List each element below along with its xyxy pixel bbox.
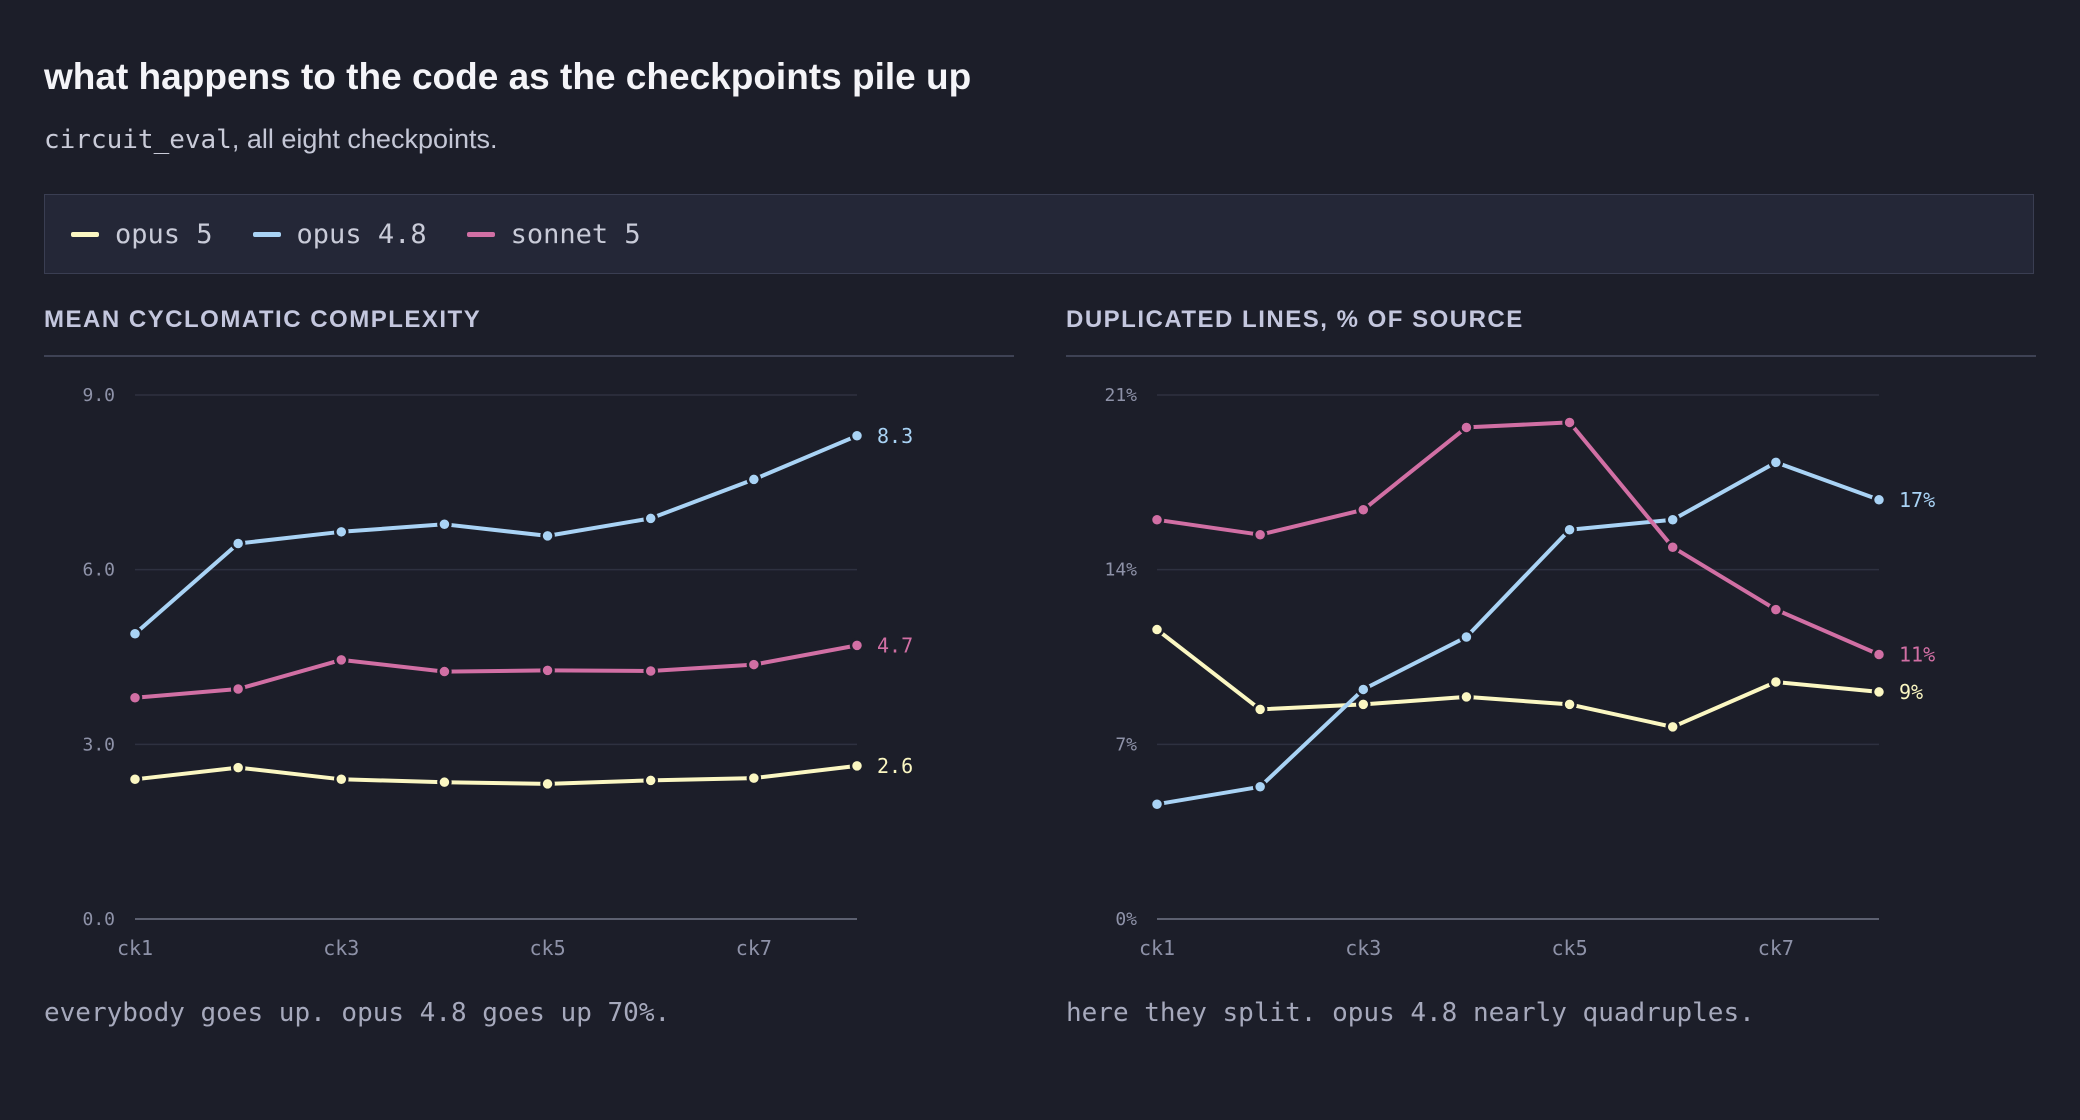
data-point-opus-4-8 [540,528,555,544]
x-tick-label: ck7 [1758,936,1794,960]
y-tick-label: 0.0 [82,909,115,930]
end-label-opus-5: 9% [1899,680,1923,704]
data-point-opus-4-8 [127,626,143,641]
legend-item-sonnet-5: sonnet 5 [466,218,641,250]
legend-label: opus 4.8 [296,218,427,250]
data-point-opus-4-8 [1149,796,1165,812]
data-point-sonnet-5 [437,664,452,679]
series-line-opus-4-8 [1155,460,1881,807]
x-tick-label: ck1 [1139,936,1175,960]
data-point-sonnet-5 [1149,512,1165,528]
series-line-sonnet-5 [133,643,859,700]
page-title: what happens to the code as the checkpoi… [44,56,972,97]
legend-item-opus-4-8: opus 4.8 [252,218,427,250]
series-line-opus-4-8 [133,433,859,636]
x-tick-label: ck3 [1345,936,1381,960]
data-point-opus-4-8 [334,524,349,540]
data-point-sonnet-5 [1562,415,1577,430]
data-point-opus-4-8 [437,517,452,532]
legend: opus 5 opus 4.8 sonnet 5 [44,194,2034,274]
data-point-opus-5 [1252,702,1268,717]
complexity-chart: 0.0 3.0 6.0 9.0 ck1 ck3 ck5 ck7 2.6 8.3 4.7 [82,385,913,960]
data-point-opus-5 [746,770,762,786]
end-label-opus-4-8: 8.3 [877,424,913,448]
duplication-caption: here they split. opus 4.8 nearly quadrup… [1066,998,1755,1028]
subtitle-text: , all eight checkpoints. [231,124,498,154]
x-tick-label: ck1 [117,936,153,960]
data-point-opus-4-8 [1459,629,1474,645]
data-point-sonnet-5 [540,663,555,678]
data-point-opus-4-8 [1768,455,1784,470]
legend-label: sonnet 5 [510,218,641,250]
data-point-opus-5 [1871,684,1887,700]
data-point-opus-5 [334,772,349,787]
data-point-sonnet-5 [1665,539,1680,555]
data-point-opus-4-8 [849,428,865,444]
end-label-sonnet-5: 4.7 [877,633,913,657]
data-point-sonnet-5 [230,681,246,697]
end-label-sonnet-5: 11% [1899,643,1935,667]
duplication-chart-title: DUPLICATED LINES, % OF SOURCE [1066,306,1524,333]
complexity-caption: everybody goes up. opus 4.8 goes up 70%. [44,998,671,1028]
data-point-opus-4-8 [1252,779,1268,795]
legend-swatch-opus-5 [71,231,99,237]
duplication-title-rule [1066,355,2036,357]
data-point-opus-5 [1356,697,1371,712]
data-point-opus-5 [849,758,865,774]
data-point-opus-5 [1768,674,1784,690]
complexity-chart-title: MEAN CYCLOMATIC COMPLEXITY [44,306,482,333]
y-tick-label: 3.0 [82,734,115,755]
data-point-opus-5 [230,760,246,775]
x-tick-label: ck5 [530,936,566,960]
page-subtitle: circuit_eval, all eight checkpoints. [44,124,498,155]
data-point-opus-4-8 [1562,522,1577,537]
data-point-opus-5 [127,772,143,787]
data-point-opus-4-8 [1871,492,1887,508]
data-point-sonnet-5 [334,652,349,668]
legend-label: opus 5 [115,218,213,250]
legend-item-opus-5: opus 5 [71,219,213,250]
data-point-opus-4-8 [643,511,658,526]
data-point-sonnet-5 [1252,527,1268,542]
data-point-opus-4-8 [746,472,762,487]
data-point-opus-5 [437,774,452,790]
duplication-chart: 0% 7% 14% 21% ck1 ck3 ck5 ck7 9% 17% 11% [1104,385,1935,960]
subtitle-code: circuit_eval [44,125,232,155]
y-tick-label: 21% [1104,385,1137,406]
data-point-sonnet-5 [1768,602,1784,617]
end-label-opus-5: 2.6 [877,754,913,778]
data-point-sonnet-5 [1871,647,1887,662]
data-point-sonnet-5 [746,657,762,672]
y-tick-label: 14% [1104,560,1137,581]
legend-swatch-sonnet-5 [466,231,495,237]
y-tick-label: 0% [1115,909,1137,930]
data-point-sonnet-5 [643,663,658,679]
data-point-sonnet-5 [127,690,143,706]
y-tick-label: 9.0 [82,385,115,406]
x-tick-label: ck7 [736,936,772,960]
data-point-sonnet-5 [1459,420,1474,435]
data-point-sonnet-5 [849,638,865,653]
x-tick-label: ck5 [1552,936,1588,960]
x-tick-label: ck3 [323,936,359,960]
data-point-opus-5 [1459,689,1474,705]
legend-swatch-opus-4-8 [252,231,281,237]
data-point-opus-5 [1665,719,1680,735]
data-point-opus-4-8 [1665,512,1680,528]
y-tick-label: 7% [1115,734,1137,755]
data-point-opus-5 [643,773,658,788]
series-line-opus-5 [133,763,859,786]
series-line-sonnet-5 [1155,420,1881,657]
series-line-opus-5 [1155,627,1881,729]
data-point-sonnet-5 [1356,502,1371,518]
data-point-opus-5 [1562,697,1577,712]
y-tick-label: 6.0 [82,560,115,581]
end-label-opus-4-8: 17% [1899,488,1935,512]
data-point-opus-4-8 [1356,682,1371,697]
complexity-title-rule [44,355,1014,357]
data-point-opus-5 [540,776,555,792]
data-point-opus-5 [1149,622,1165,637]
data-point-opus-4-8 [230,536,246,551]
